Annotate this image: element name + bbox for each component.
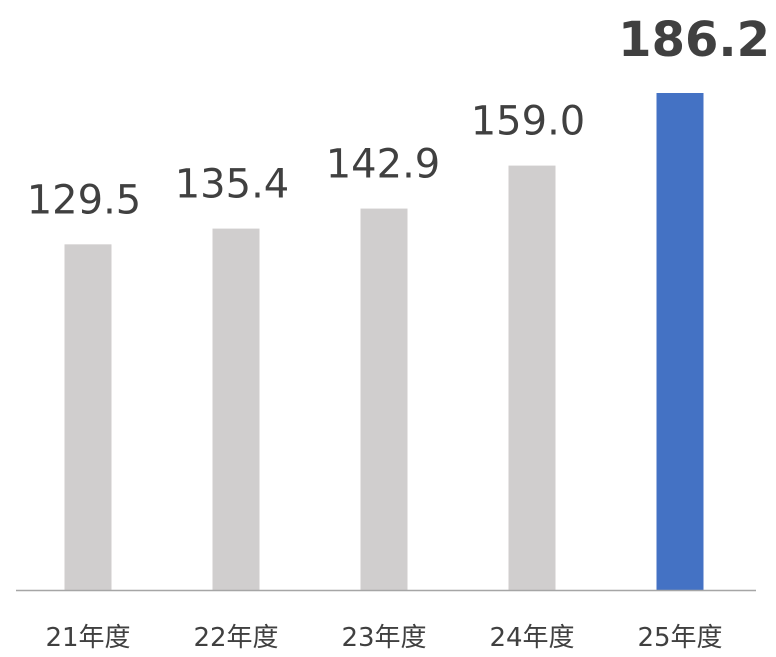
value-labels-layer: 129.5 135.4 142.9 159.0 186.2	[27, 12, 770, 223]
bar-23年度	[360, 208, 408, 590]
value-label-22年度: 135.4	[175, 162, 290, 208]
bar-22年度	[212, 228, 260, 590]
x-tick-label-22年度: 22年度	[193, 623, 278, 652]
bar-25年度	[656, 93, 704, 590]
bar-21年度	[64, 244, 112, 590]
x-tick-label-23年度: 23年度	[341, 623, 426, 652]
bars-layer	[64, 93, 704, 590]
value-label-23年度: 142.9	[326, 142, 441, 188]
x-tick-label-21年度: 21年度	[45, 623, 130, 652]
value-label-21年度: 129.5	[27, 177, 142, 223]
value-label-24年度: 159.0	[471, 99, 586, 145]
value-label-25年度: 186.2	[618, 12, 770, 68]
x-tick-labels-layer: 21年度 22年度 23年度 24年度 25年度	[45, 623, 722, 653]
bar-24年度	[508, 165, 556, 590]
x-tick-label-25年度: 25年度	[637, 623, 722, 652]
x-tick-label-24年度: 24年度	[489, 623, 574, 652]
